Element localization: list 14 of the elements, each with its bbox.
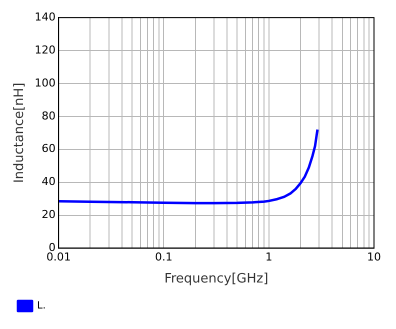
x-axis-title: Frequency[GHz]: [164, 272, 268, 287]
x-tick-label: 0.01: [46, 250, 71, 264]
legend-label: L.: [37, 300, 46, 312]
y-tick-label: 20: [42, 208, 56, 222]
y-axis-title: Inductance[nH]: [12, 82, 28, 184]
x-tick-label: 0.1: [154, 250, 172, 264]
y-tick-label: 120: [34, 43, 56, 56]
y-tick-label: 80: [42, 109, 56, 122]
y-tick-label: 40: [42, 175, 56, 188]
x-tick-label: 10: [367, 250, 381, 264]
y-tick-label: 140: [34, 10, 56, 24]
x-tick-label: 1: [265, 250, 272, 264]
y-tick-label: 60: [42, 142, 56, 156]
y-tick-label: 100: [34, 76, 56, 90]
